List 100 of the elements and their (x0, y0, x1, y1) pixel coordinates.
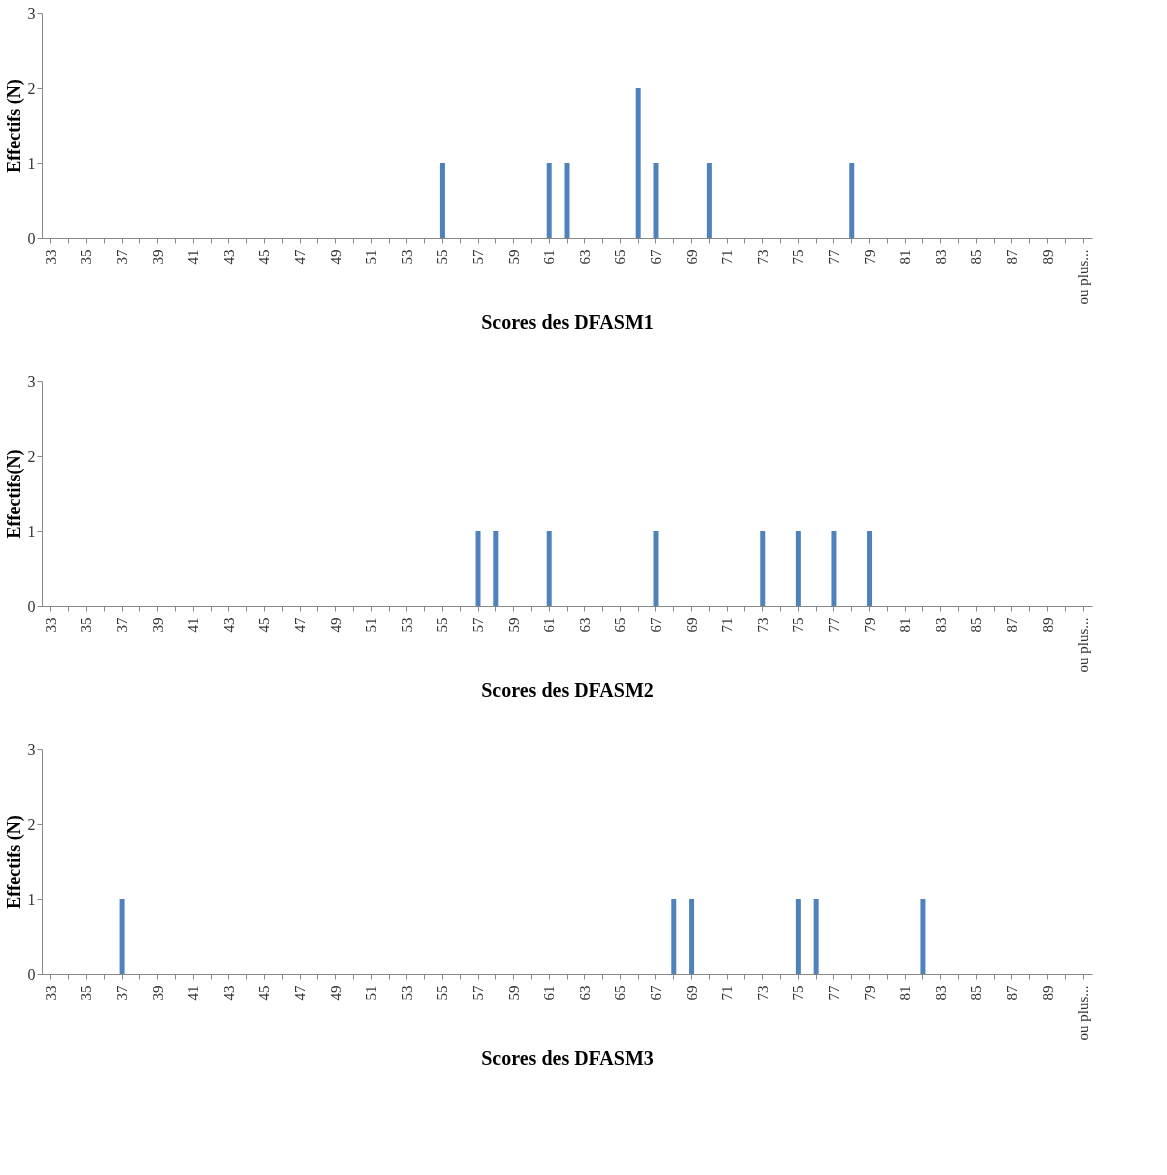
x-tick-label: 33 (42, 985, 59, 1001)
x-tick-label: 83 (932, 617, 949, 633)
x-tick-label: 51 (363, 985, 380, 1001)
x-tick-label: 75 (790, 985, 807, 1001)
x-tick-label: 37 (114, 617, 131, 633)
x-tick-label: 73 (754, 617, 771, 633)
x-tick-label: 55 (434, 617, 451, 633)
x-tick-label: 79 (861, 985, 878, 1001)
x-tick-label: 77 (825, 617, 842, 633)
x-tick-label: 89 (1039, 249, 1056, 265)
x-tick-label: 87 (1003, 985, 1020, 1001)
x-tick-label: 35 (78, 617, 95, 633)
x-tick-label: 39 (149, 985, 166, 1001)
x-tick-label: 55 (434, 985, 451, 1001)
x-tick-label: 69 (683, 985, 700, 1001)
x-tick-label: 33 (42, 617, 59, 633)
x-tick-label: 69 (683, 249, 700, 265)
x-tick-label: ou plus... (1075, 617, 1092, 673)
y-tick-label: 3 (27, 372, 36, 390)
x-tick-label: 63 (576, 985, 593, 1001)
x-tick-label: 77 (825, 249, 842, 265)
x-tick-label: 83 (932, 249, 949, 265)
x-tick-label: 53 (398, 249, 415, 265)
x-axis-title: Scores des DFASM2 (481, 678, 654, 701)
x-tick-label: 65 (612, 617, 629, 633)
x-tick-label: 41 (185, 249, 202, 265)
x-tick-label: 85 (968, 617, 985, 633)
y-tick-label: 3 (27, 4, 36, 22)
x-tick-label: 45 (256, 617, 273, 633)
x-tick-label: 43 (220, 249, 237, 265)
x-tick-label: 41 (185, 985, 202, 1001)
x-tick-label: 45 (256, 249, 273, 265)
x-tick-label: 89 (1039, 985, 1056, 1001)
x-tick-label: 47 (292, 249, 309, 265)
x-tick-label: 43 (220, 617, 237, 633)
x-tick-label: 75 (790, 617, 807, 633)
x-tick-label: 69 (683, 617, 700, 633)
x-tick-label: 71 (719, 985, 736, 1001)
x-tick-label: 49 (327, 617, 344, 633)
x-tick-label: 59 (505, 617, 522, 633)
x-tick-label: ou plus... (1075, 249, 1092, 305)
x-tick-label: 79 (861, 617, 878, 633)
x-tick-label: 37 (114, 985, 131, 1001)
y-tick-label: 2 (27, 79, 36, 97)
x-tick-label: 81 (897, 985, 914, 1001)
x-tick-label: 75 (790, 249, 807, 265)
y-tick-label: 1 (27, 522, 36, 540)
x-tick-label: 83 (932, 985, 949, 1001)
x-tick-label: 87 (1003, 617, 1020, 633)
x-tick-label: 45 (256, 985, 273, 1001)
x-tick-label: 85 (968, 249, 985, 265)
x-tick-label: 33 (42, 249, 59, 265)
x-tick-label: 43 (220, 985, 237, 1001)
x-tick-label: 61 (541, 249, 558, 265)
x-tick-label: 67 (647, 985, 664, 1001)
x-tick-label: 77 (825, 985, 842, 1001)
x-axis-title: Scores des DFASM1 (481, 310, 654, 333)
x-tick-label: 61 (541, 617, 558, 633)
x-tick-label: ou plus... (1075, 985, 1092, 1041)
x-tick-label: 61 (541, 985, 558, 1001)
x-tick-label: 63 (576, 617, 593, 633)
x-tick-label: 55 (434, 249, 451, 265)
x-tick-label: 85 (968, 985, 985, 1001)
x-tick-label: 57 (470, 985, 487, 1001)
x-tick-label: 79 (861, 249, 878, 265)
x-tick-label: 37 (114, 249, 131, 265)
y-tick-label: 0 (27, 229, 36, 247)
x-tick-label: 53 (398, 617, 415, 633)
y-tick-label: 2 (27, 815, 36, 833)
x-tick-label: 73 (754, 249, 771, 265)
x-tick-label: 57 (470, 249, 487, 265)
x-tick-label: 39 (149, 249, 166, 265)
x-tick-label: 73 (754, 985, 771, 1001)
x-tick-label: 67 (647, 617, 664, 633)
x-tick-label: 59 (505, 985, 522, 1001)
x-tick-label: 67 (647, 249, 664, 265)
x-tick-label: 47 (292, 985, 309, 1001)
x-tick-label: 65 (612, 985, 629, 1001)
x-tick-label: 57 (470, 617, 487, 633)
x-tick-label: 81 (897, 249, 914, 265)
y-axis-title: Effectifs (N) (3, 79, 25, 173)
x-tick-label: 53 (398, 985, 415, 1001)
x-tick-label: 47 (292, 617, 309, 633)
x-tick-label: 63 (576, 249, 593, 265)
x-tick-label: 49 (327, 985, 344, 1001)
x-tick-label: 59 (505, 249, 522, 265)
x-tick-label: 39 (149, 617, 166, 633)
x-tick-label: 89 (1039, 617, 1056, 633)
x-tick-label: 49 (327, 249, 344, 265)
y-tick-label: 1 (27, 154, 36, 172)
y-tick-label: 3 (27, 740, 36, 758)
y-tick-label: 1 (27, 890, 36, 908)
x-tick-label: 71 (719, 249, 736, 265)
x-tick-label: 41 (185, 617, 202, 633)
x-tick-label: 35 (78, 985, 95, 1001)
x-tick-label: 51 (363, 249, 380, 265)
y-tick-label: 2 (27, 447, 36, 465)
y-axis-title: Effectifs(N) (3, 449, 25, 539)
x-tick-label: 71 (719, 617, 736, 633)
x-tick-label: 35 (78, 249, 95, 265)
